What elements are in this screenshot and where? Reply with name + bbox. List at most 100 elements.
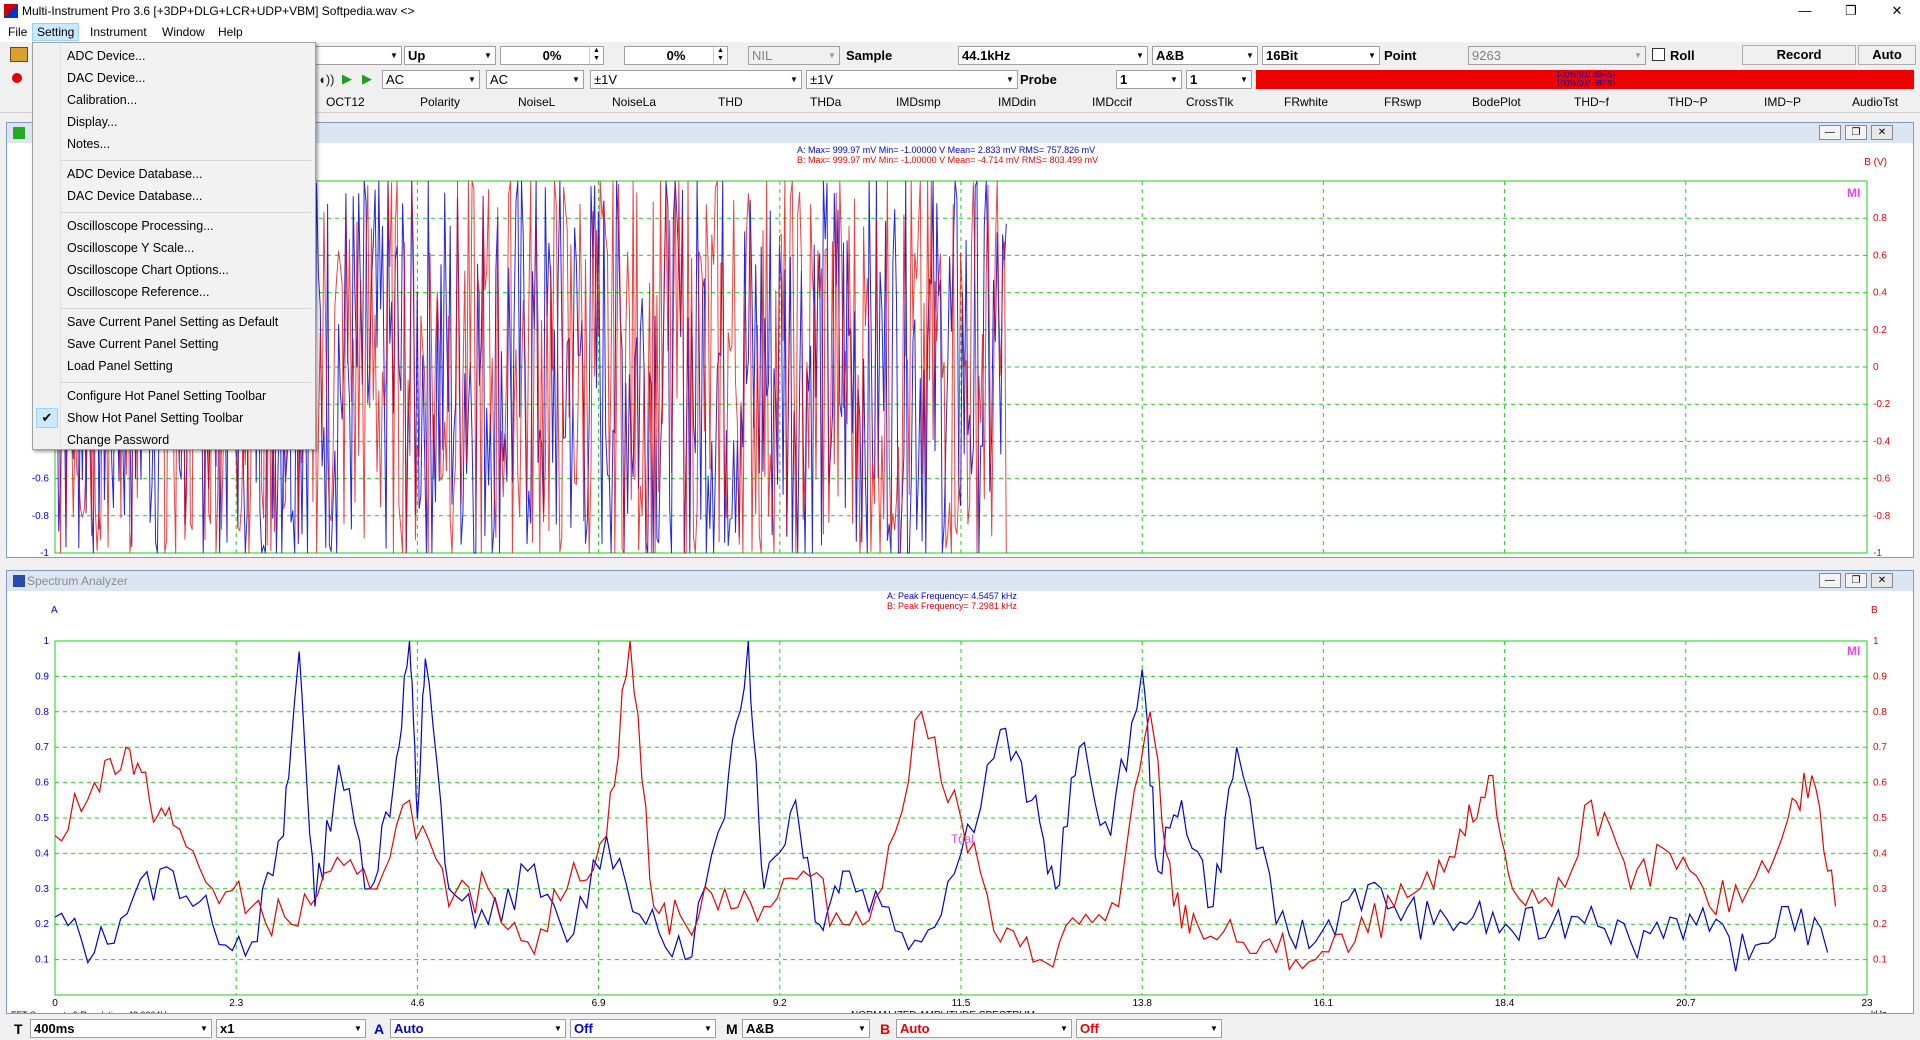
chevron-down-icon: ▼ — [551, 1020, 565, 1037]
menu-setting[interactable]: Setting — [32, 23, 80, 41]
probe-a-select[interactable]: 1 ▼ — [1116, 70, 1182, 89]
restore-button[interactable]: ❐ — [1845, 3, 1857, 18]
bit-depth-value: 16Bit — [1266, 48, 1298, 63]
setting-menu-item[interactable]: Notes... — [67, 137, 111, 151]
record-dot-icon[interactable] — [12, 73, 22, 83]
tab-frwhite[interactable]: FRwhite — [1284, 95, 1329, 109]
tab-frswp[interactable]: FRswp — [1384, 95, 1422, 109]
setting-menu-item[interactable]: Show Hot Panel Setting Toolbar — [67, 411, 244, 425]
x-tick-label: 9.2 — [773, 998, 787, 1009]
y-tick-label-b: 0.6 — [1873, 250, 1887, 261]
setting-menu-item[interactable]: DAC Device Database... — [67, 189, 203, 203]
open-folder-icon[interactable] — [10, 47, 28, 62]
auto-button[interactable]: Auto — [1858, 45, 1916, 65]
setting-menu-item[interactable]: Save Current Panel Setting as Default — [67, 315, 279, 329]
tab-crosstlk[interactable]: CrossTlk — [1186, 95, 1234, 109]
setting-menu-item[interactable]: Oscilloscope Y Scale... — [67, 241, 195, 255]
tab-thd-p[interactable]: THD~P — [1668, 95, 1708, 109]
sample-rate-select[interactable]: 44.1kHz ▼ — [958, 46, 1148, 65]
tab-noisela[interactable]: NoiseLa — [612, 95, 657, 109]
setting-menu-item[interactable]: Configure Hot Panel Setting Toolbar — [67, 389, 267, 403]
y-tick-label-b: 0.7 — [1873, 742, 1887, 753]
speaker-icon[interactable]: ◖)) — [318, 72, 335, 87]
setting-menu-item[interactable]: DAC Device... — [67, 71, 146, 85]
menu-file[interactable]: File — [8, 25, 28, 39]
y-tick-label-a: -1 — [40, 548, 49, 557]
a-scale-select[interactable]: Auto ▼ — [390, 1019, 566, 1038]
x-tick-label: 80 — [412, 556, 424, 557]
tab-thd[interactable]: THD — [718, 95, 743, 109]
title-bar: Multi-Instrument Pro 3.6 [+3DP+DLG+LCR+U… — [0, 0, 1920, 22]
menu-window[interactable]: Window — [162, 25, 205, 39]
panel-restore-button[interactable]: ❐ — [1845, 125, 1867, 140]
range-a-select[interactable]: ±1V ▼ — [590, 70, 802, 89]
setting-menu-item[interactable]: ADC Device... — [67, 49, 146, 63]
setting-menu-item[interactable]: Change Password — [67, 433, 170, 447]
menu-bar: File Setting Instrument Window Help — [0, 22, 1920, 42]
play-icon[interactable]: ▶ — [342, 71, 352, 86]
b-scale-select[interactable]: Auto ▼ — [896, 1019, 1072, 1038]
channel-select[interactable]: A&B ▼ — [1152, 46, 1258, 65]
minimize-button[interactable]: — — [1798, 3, 1812, 18]
y-tick-label-a: -0.6 — [32, 474, 50, 485]
coupling-b-select[interactable]: AC ▼ — [486, 70, 584, 89]
menu-separator — [61, 212, 311, 213]
timebase-select[interactable]: 400ms ▼ — [30, 1019, 212, 1038]
trigger-delay-spinner[interactable]: 0% ▲ ▼ — [624, 46, 728, 65]
b-offset-select[interactable]: Off ▼ — [1076, 1019, 1222, 1038]
menu-instrument[interactable]: Instrument — [90, 25, 147, 39]
range-b-select[interactable]: ±1V ▼ — [806, 70, 1018, 89]
timebase-value: 400ms — [34, 1021, 75, 1036]
tab-imddin[interactable]: IMDdin — [998, 95, 1037, 109]
setting-dropdown-menu: ADC Device... DAC Device... Calibration...… — [32, 42, 316, 450]
y-tick-label-b: 0.1 — [1873, 955, 1887, 966]
trigger-mode-select[interactable]: NIL ▼ — [748, 46, 840, 65]
record-button[interactable]: Record — [1742, 45, 1856, 65]
bit-depth-select[interactable]: 16Bit ▼ — [1262, 46, 1380, 65]
probe-label: Probe — [1020, 72, 1057, 87]
trigger-edge-select[interactable]: Up ▼ — [404, 46, 496, 65]
play-loop-icon[interactable]: ▶ — [362, 71, 372, 86]
setting-menu-item[interactable]: Oscilloscope Reference... — [67, 285, 210, 299]
panel-minimize-button[interactable]: — — [1819, 573, 1841, 588]
trigger-level-spinner[interactable]: 0% ▲ ▼ — [500, 46, 604, 65]
setting-menu-item[interactable]: Oscilloscope Chart Options... — [67, 263, 229, 277]
coupling-a-select[interactable]: AC ▼ — [382, 70, 480, 89]
trigger-source-select[interactable]: ▼ — [310, 46, 402, 65]
setting-menu-item[interactable]: Display... — [67, 115, 118, 129]
tab-polarity[interactable]: Polarity — [420, 95, 461, 109]
panel-minimize-button[interactable]: — — [1819, 125, 1841, 140]
setting-menu-item[interactable]: ADC Device Database... — [67, 167, 203, 181]
menu-help[interactable]: Help — [218, 25, 243, 39]
trial-label: Trial — [951, 832, 974, 846]
close-button[interactable]: ✕ — [1891, 3, 1903, 18]
panel-close-button[interactable]: ✕ — [1871, 573, 1893, 588]
tab-noisel[interactable]: NoiseL — [518, 95, 556, 109]
tab-bodeplot[interactable]: BodePlot — [1472, 95, 1521, 109]
probe-b-select[interactable]: 1 ▼ — [1186, 70, 1252, 89]
spin-arrows-icon[interactable]: ▲ ▼ — [589, 47, 603, 64]
setting-menu-item[interactable]: Save Current Panel Setting — [67, 337, 219, 351]
tab-thd-f[interactable]: THD~f — [1574, 95, 1610, 109]
setting-menu-item[interactable]: Load Panel Setting — [67, 359, 173, 373]
spin-arrows-icon[interactable]: ▲ ▼ — [713, 47, 727, 64]
tab-imd-p[interactable]: IMD~P — [1764, 95, 1802, 109]
tab-thda[interactable]: THDa — [810, 95, 842, 109]
tab-audiotst[interactable]: AudioTst — [1852, 95, 1899, 109]
point-select[interactable]: 9263 ▼ — [1468, 46, 1646, 65]
tab-oct12[interactable]: OCT12 — [326, 95, 365, 109]
roll-checkbox[interactable] — [1652, 48, 1665, 61]
multiplier-select[interactable]: x1 ▼ — [216, 1019, 366, 1038]
panel-close-button[interactable]: ✕ — [1871, 125, 1893, 140]
y-tick-label-a: 0.8 — [35, 707, 49, 718]
tab-imdsmp[interactable]: IMDsmp — [896, 95, 941, 109]
a-offset-select[interactable]: Off ▼ — [570, 1019, 716, 1038]
y-tick-label-a: 0.2 — [35, 919, 49, 930]
math-select[interactable]: A&B ▼ — [742, 1019, 870, 1038]
coupling-a-value: AC — [386, 72, 405, 87]
spectrum-chart[interactable]: 0 2.3 4.6 6.9 9.2 11.5 13.8 16.1 18.4 20.7 23 0.1 0.… — [7, 591, 1913, 1013]
tab-imdccif[interactable]: IMDccif — [1092, 95, 1132, 109]
setting-menu-item[interactable]: Calibration... — [67, 93, 138, 107]
panel-restore-button[interactable]: ❐ — [1845, 573, 1867, 588]
setting-menu-item[interactable]: Oscilloscope Processing... — [67, 219, 214, 233]
